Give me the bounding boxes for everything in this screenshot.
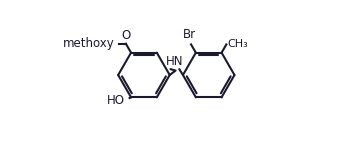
Text: O: O [121, 28, 131, 42]
Text: CH₃: CH₃ [227, 39, 248, 49]
Text: HO: HO [107, 94, 125, 107]
Text: methoxy: methoxy [63, 37, 115, 50]
Text: HN: HN [166, 55, 184, 68]
Text: Br: Br [183, 28, 196, 41]
